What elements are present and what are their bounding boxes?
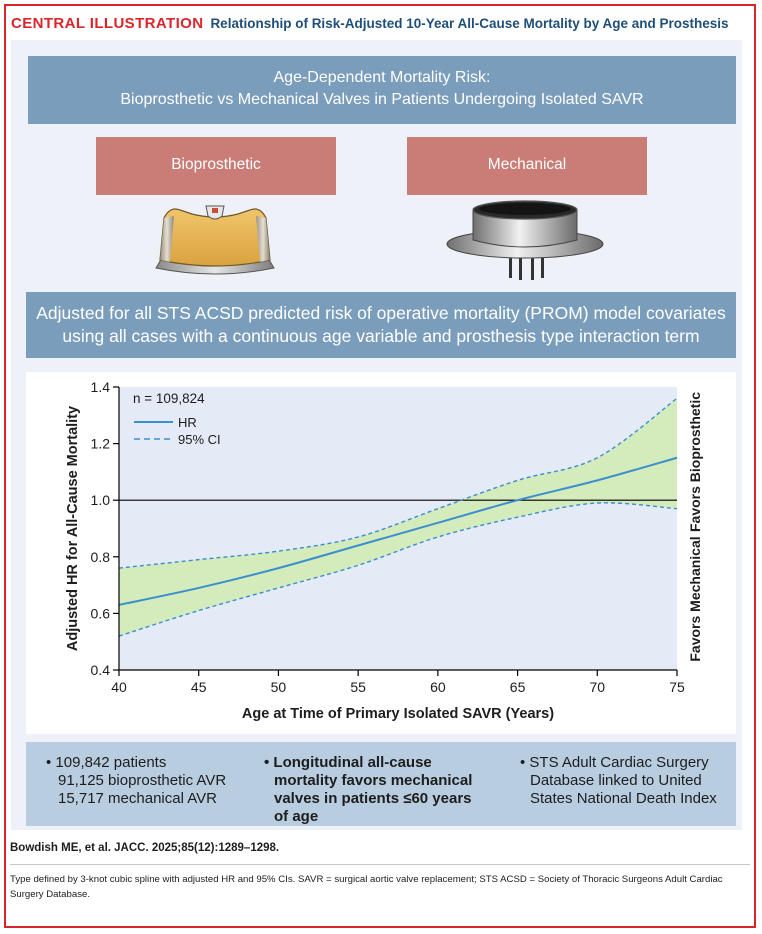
x-tick-label: 65 <box>510 679 526 695</box>
bioprosthetic-valve-illustration <box>155 205 275 275</box>
top-banner-line-2: Bioprosthetic vs Mechanical Valves in Pa… <box>120 91 644 108</box>
illustration-title: Relationship of Risk-Adjusted 10-Year Al… <box>210 15 729 31</box>
illustration-frame <box>4 4 756 928</box>
y-tick-label: 1.4 <box>91 379 111 395</box>
y-tick-label: 0.4 <box>91 662 111 678</box>
footnote: Type defined by 3-knot cubic spline with… <box>10 874 723 900</box>
ci-upper-line <box>118 397 678 569</box>
y-tick-label: 1.2 <box>91 436 111 452</box>
summary-finding-line: mortality favors mechanical <box>274 772 473 789</box>
summary-database-line: • STS Adult Cardiac Surgery <box>520 754 709 771</box>
x-tick-label: 50 <box>271 679 287 695</box>
chart-container: 0.4 0.6 0.8 1.0 1.2 1.4 40 45 50 55 60 65 70 75 Age at… <box>26 372 736 734</box>
sample-size-annotation: n = 109,824 <box>133 391 205 406</box>
x-tick-label: 60 <box>430 679 446 695</box>
summary-patients-line: 15,717 mechanical AVR <box>58 790 217 807</box>
ci-lower-line <box>118 502 678 637</box>
summary-patients-line: • 109,842 patients <box>46 754 167 771</box>
top-banner: Age-Dependent Mortality Risk: Bioprosthe… <box>28 56 736 124</box>
hr-line <box>118 456 678 606</box>
favors-mechanical-label: Favors Mechanical <box>687 536 703 661</box>
summary-database-line: States National Death Index <box>530 790 717 807</box>
bioprosthetic-label: Bioprosthetic <box>96 137 336 195</box>
summary-finding-line: valves in patients ≤60 years <box>274 790 472 807</box>
y-tick-label: 0.6 <box>91 605 111 621</box>
y-tick-label: 1.0 <box>91 492 111 508</box>
x-axis-label: Age at Time of Primary Isolated SAVR (Ye… <box>242 706 554 722</box>
ci-band <box>119 398 677 637</box>
summary-finding: • Longitudinal all-cause mortality favor… <box>264 754 504 826</box>
central-illustration-tag: CENTRAL ILLUSTRATION <box>11 14 204 32</box>
top-banner-line-1: Age-Dependent Mortality Risk: <box>273 69 491 86</box>
x-tick-label: 40 <box>111 679 127 695</box>
citation: Bowdish ME, et al. JACC. 2025;85(12):128… <box>10 842 280 854</box>
summary-patients: • 109,842 patients 91,125 bioprosthetic … <box>46 754 266 808</box>
x-tick-label: 70 <box>589 679 605 695</box>
x-tick-label: 45 <box>191 679 207 695</box>
mechanical-valve-illustration <box>446 200 604 280</box>
summary-database: • STS Adult Cardiac Surgery Database lin… <box>520 754 730 808</box>
hr-chart: 0.4 0.6 0.8 1.0 1.2 1.4 40 45 50 55 60 65 70 75 Age at… <box>65 379 703 722</box>
x-tick-label: 55 <box>350 679 366 695</box>
y-axis-label: Adjusted HR for All-Cause Mortality <box>65 406 81 651</box>
favors-bioprosthetic-label: Favors Bioprosthetic <box>687 392 703 532</box>
legend-hr-label: HR <box>178 415 197 430</box>
summary-database-line: Database linked to United <box>530 772 702 789</box>
divider <box>10 864 750 865</box>
y-tick-label: 0.8 <box>91 549 111 565</box>
adjustment-banner-line-2: using all cases with a continuous age va… <box>62 326 700 346</box>
summary-box: • 109,842 patients 91,125 bioprosthetic … <box>26 742 736 826</box>
header: CENTRAL ILLUSTRATION Relationship of Ris… <box>11 10 741 36</box>
mechanical-label: Mechanical <box>407 137 647 195</box>
summary-finding-line: • Longitudinal all-cause <box>264 754 432 771</box>
x-tick-label: 75 <box>669 679 685 695</box>
adjustment-banner: Adjusted for all STS ACSD predicted risk… <box>26 292 736 358</box>
legend-ci-label: 95% CI <box>178 432 221 447</box>
summary-patients-line: 91,125 bioprosthetic AVR <box>58 772 227 789</box>
adjustment-banner-line-1: Adjusted for all STS ACSD predicted risk… <box>36 303 726 323</box>
summary-finding-line: of age <box>274 808 319 825</box>
